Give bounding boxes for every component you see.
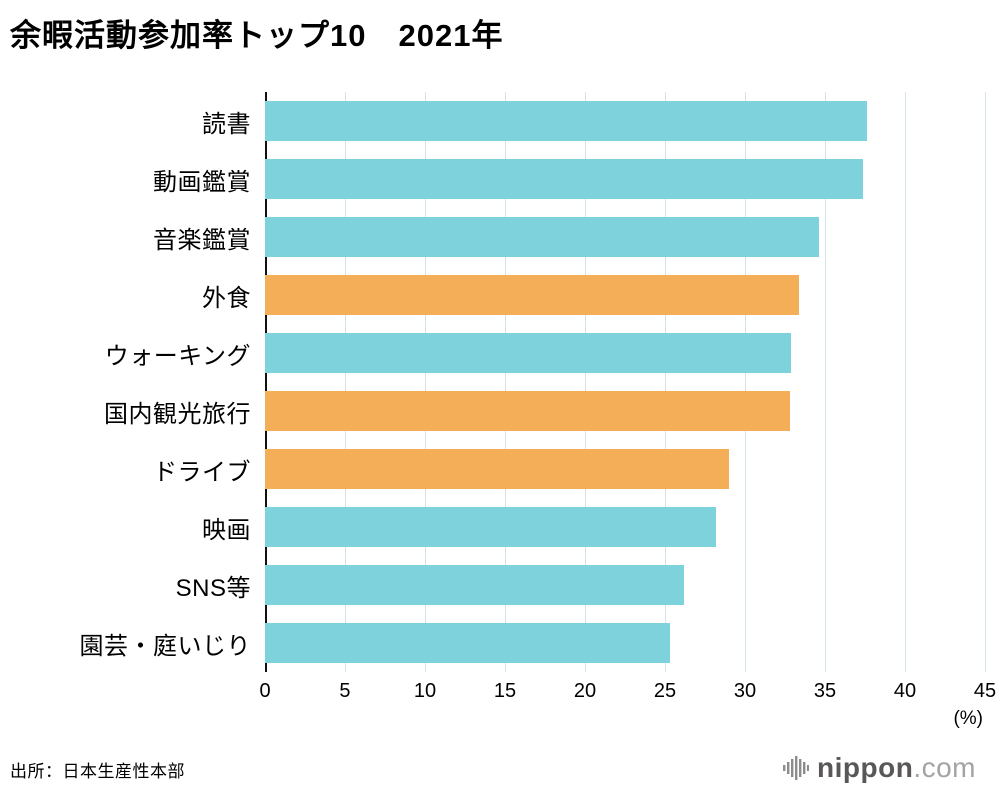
- category-label: 動画鑑賞: [153, 168, 251, 196]
- chart-row: [265, 324, 985, 382]
- x-tick-label: 25: [653, 680, 677, 702]
- category-label: 音楽鑑賞: [153, 226, 251, 254]
- category-label: 園芸・庭いじり: [79, 632, 251, 660]
- category-label: 国内観光旅行: [104, 400, 251, 428]
- x-tick-label: 5: [339, 680, 351, 702]
- gridline: [584, 92, 586, 672]
- y-axis-line: [265, 92, 267, 672]
- chart-row: [265, 440, 985, 498]
- category-label: ドライブ: [153, 458, 251, 486]
- chart-row: [265, 150, 985, 208]
- unit-label: (%): [953, 708, 983, 729]
- category-label: ウォーキング: [104, 342, 251, 370]
- x-tick-label: 20: [573, 680, 597, 702]
- logo-tld: .com: [913, 752, 976, 783]
- bar: [265, 507, 717, 547]
- bar: [265, 623, 670, 663]
- bar: [265, 449, 729, 489]
- chart-row: [265, 556, 985, 614]
- category-label: 映画: [202, 516, 251, 544]
- bar: [265, 159, 864, 199]
- bar: [265, 217, 819, 257]
- plot-area: [265, 92, 986, 672]
- chart-row: [265, 208, 985, 266]
- gridlines: [265, 92, 986, 672]
- bar: [265, 275, 800, 315]
- gridline: [665, 92, 666, 672]
- logo-text: nippon.com: [817, 752, 976, 784]
- bar: [265, 333, 792, 373]
- category-label: 外食: [202, 284, 251, 312]
- nippon-logo: nippon.com: [783, 752, 976, 784]
- logo-brand: nippon: [817, 752, 914, 783]
- chart-row: [265, 92, 985, 150]
- x-tick-label: 30: [733, 680, 757, 702]
- gridline: [505, 92, 506, 672]
- bar: [265, 101, 867, 141]
- source-note: 出所：日本生産性本部: [10, 762, 185, 781]
- bars-container: [265, 92, 985, 672]
- category-label: SNS等: [175, 574, 251, 602]
- category-label: 読書: [202, 110, 251, 138]
- soundwave-icon: [783, 756, 810, 780]
- chart-row: [265, 266, 985, 324]
- bar-chart: 読書動画鑑賞音楽鑑賞外食ウォーキング 国内観光旅行ドライブ映画 SNS等園芸・庭いじ…: [0, 92, 1000, 730]
- bar: [265, 565, 685, 605]
- x-tick-label: 35: [813, 680, 837, 702]
- chart-row: [265, 382, 985, 440]
- x-axis-ticks: 0 5 10 15 20 25 30 35 40 45: [259, 672, 996, 704]
- gridline: [904, 92, 906, 672]
- x-tick-label: 40: [893, 680, 917, 702]
- gridline: [424, 92, 426, 672]
- chart-row: [265, 498, 985, 556]
- gridline: [344, 92, 346, 672]
- category-labels-column: 読書動画鑑賞音楽鑑賞外食ウォーキング 国内観光旅行ドライブ映画 SNS等園芸・庭いじ…: [0, 92, 265, 672]
- x-tick-label: 10: [413, 680, 437, 702]
- gridline: [825, 92, 826, 672]
- chart-row: [265, 614, 985, 672]
- x-tick-label: 15: [493, 680, 517, 702]
- page-title: 余暇活動参加率トップ10 2021年: [10, 18, 504, 53]
- x-tick-label: 45: [973, 680, 997, 702]
- gridline: [745, 92, 746, 672]
- gridline: [985, 92, 986, 672]
- bar: [265, 391, 790, 431]
- x-tick-label: 0: [259, 680, 271, 702]
